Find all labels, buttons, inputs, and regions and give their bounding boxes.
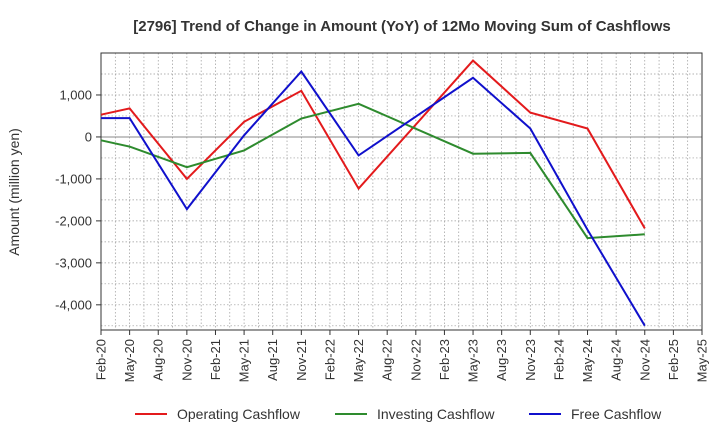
y-tick-label: 0 xyxy=(85,129,92,144)
x-tick-label: Feb-24 xyxy=(551,339,566,380)
y-tick-label: -1,000 xyxy=(55,171,92,186)
y-tick-label: -4,000 xyxy=(55,297,92,312)
x-tick-label: Nov-20 xyxy=(179,339,194,381)
y-axis-label: Amount (million yen) xyxy=(6,128,22,256)
x-tick-label: Feb-20 xyxy=(94,339,109,380)
free-cashflow-line xyxy=(101,69,646,327)
operating-cashflow-line xyxy=(100,59,646,229)
x-tick-label: May-25 xyxy=(695,339,710,382)
x-tick-label: Feb-25 xyxy=(666,339,681,380)
x-tick-label: Feb-21 xyxy=(208,339,223,380)
series-lines xyxy=(100,59,646,327)
x-tick-label: Aug-21 xyxy=(265,339,280,381)
grid xyxy=(101,52,702,330)
y-tick-label: 1,000 xyxy=(59,87,92,102)
axes: 1,000 0 -1,000 -2,000 -3,000 -4,000 Feb-20 May-… xyxy=(55,52,710,382)
investing-cashflow-line xyxy=(100,102,645,240)
plot-frame xyxy=(100,52,703,331)
x-tick-label: Nov-24 xyxy=(637,339,652,381)
x-tick-label: May-20 xyxy=(122,339,137,382)
x-tick-label: Feb-22 xyxy=(322,339,337,380)
x-tick-label: May-23 xyxy=(466,339,481,382)
x-tick-label: Aug-24 xyxy=(609,339,624,381)
x-tick-label: Aug-20 xyxy=(151,339,166,381)
legend-label-free-cashflow: Free Cashflow xyxy=(571,406,662,422)
y-tick-label: -3,000 xyxy=(55,255,92,270)
x-tick-label: Aug-22 xyxy=(380,339,395,381)
x-tick-label: May-22 xyxy=(351,339,366,382)
x-tick-label: May-24 xyxy=(580,339,595,382)
legend-label-operating-cashflow: Operating Cashflow xyxy=(177,406,301,422)
x-tick-label: Nov-23 xyxy=(523,339,538,381)
x-tick-label: Feb-23 xyxy=(437,339,452,380)
legend-label-investing-cashflow: Investing Cashflow xyxy=(377,406,495,422)
x-tick-label: May-21 xyxy=(237,339,252,382)
legend: Operating Cashflow Investing Cashflow Free… xyxy=(135,406,662,422)
chart-title: [2796] Trend of Change in Amount (YoY) o… xyxy=(133,18,671,35)
x-tick-label: Nov-22 xyxy=(408,339,423,381)
x-tick-label: Nov-21 xyxy=(294,339,309,381)
x-tick-label: Aug-23 xyxy=(494,339,509,381)
y-tick-label: -2,000 xyxy=(55,213,92,228)
